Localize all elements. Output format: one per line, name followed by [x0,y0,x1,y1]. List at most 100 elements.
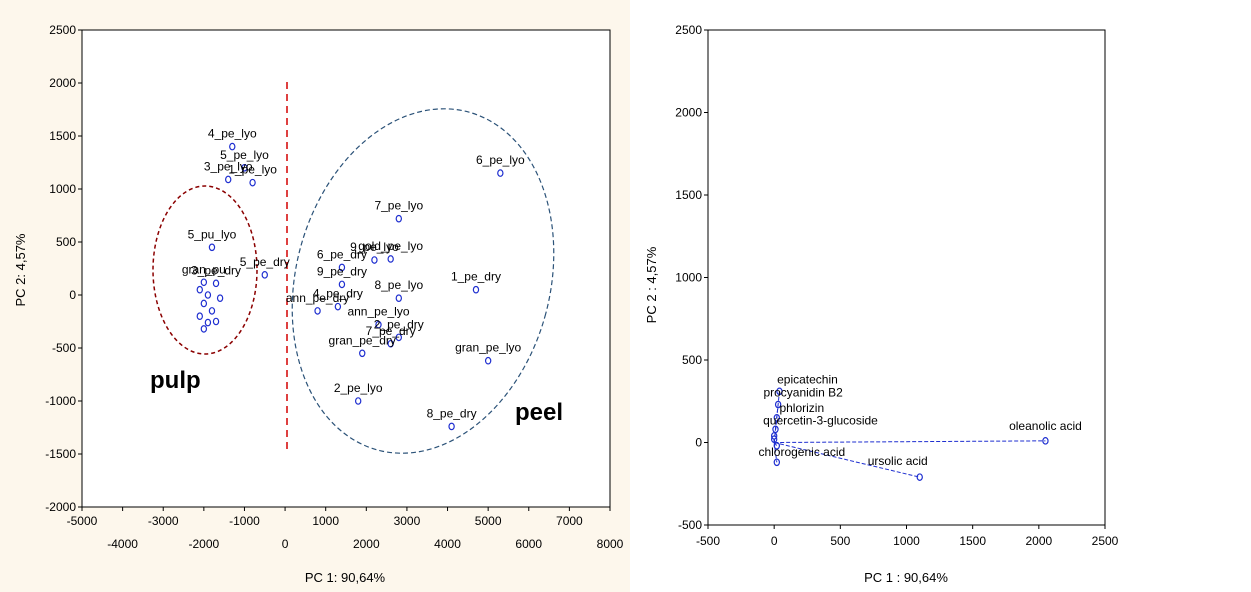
right-data-points: oleanolic acid ursolic acid epicatechinpro… [758,372,1082,481]
y-tick-label: 1000 [49,182,76,196]
data-point [776,387,783,396]
right-chart: 2500 2000 1500 1000 500 0 -500 -500 0 500 1000 150… [640,0,1251,592]
data-point [773,458,781,467]
point-label: gran_pu [182,262,226,276]
x-tick-label: 500 [830,534,850,548]
left-x-axis-label: PC 1: 90,64% [305,570,386,585]
data-point [200,325,208,333]
x-tick-label: 2000 [353,537,380,551]
data-point [200,299,208,308]
data-point [472,285,480,294]
y-tick-label: -1000 [45,394,76,408]
data-point [770,432,778,440]
point-label: 3_pe_lyo [204,159,253,173]
y-tick-label: 2500 [675,23,702,37]
y-tick-label: 2500 [49,23,76,37]
point-label: 5_pu_lyo [188,227,237,241]
y-tick-label: -500 [678,518,702,532]
point-label: oleanolic acid [1009,419,1082,433]
y-tick-label: 0 [69,288,76,302]
data-point [484,356,492,365]
data-point [395,333,402,342]
peel-label: peel [515,399,563,426]
data-point [354,397,362,405]
x-tick-label: 2000 [1025,534,1052,548]
data-point [212,317,220,326]
loading-line [774,440,1046,443]
data-point [387,255,394,263]
pulp-ellipse [152,185,258,355]
data-point [314,307,321,315]
x-tick-label: -3000 [148,514,179,528]
point-label: 6_pe_dry [317,247,367,261]
data-point [208,243,216,252]
data-point [249,178,256,187]
point-label: gold_pe_lyo [358,239,423,253]
point-label: 5_pe_lyo [220,148,269,162]
data-point [448,422,455,431]
data-point [338,263,346,272]
data-point [200,278,208,287]
x-tick-label: 0 [771,534,778,548]
point-label: phlorizin [779,401,824,415]
point-label: 3_pe_dry [191,263,241,277]
point-label: 1_pe_lyo [228,163,277,177]
data-point [1042,437,1049,445]
point-label: procyanidin B2 [763,386,843,400]
point-label: 9_pe_lyo [350,240,399,254]
data-point [216,294,224,302]
data-point [338,280,346,289]
data-point [773,441,781,450]
peel-ellipse [291,108,555,454]
x-tick-label: 7000 [556,514,583,528]
x-tick-label: 1500 [959,534,986,548]
data-point [204,291,212,299]
data-point [395,214,402,223]
point-label: gran_pe_dry [329,333,396,347]
left-data-points: 6_pe_lyo 7_pe_lyo 9_pe_lyogold_pe_lyo6_pe_… [182,127,525,431]
x-tick-label: -5000 [67,514,98,528]
data-point [261,271,268,279]
point-label: 8_pe_lyo [374,278,423,292]
y-tick-label: 1500 [675,188,702,202]
data-point [774,400,782,409]
right-y-axis: 2500 2000 1500 1000 500 0 -500 [675,23,708,532]
x-tick-label: 5000 [475,514,502,528]
x-tick-label: 2500 [1092,534,1119,548]
point-label: 5_pe_dry [240,255,290,269]
point-label: ann_pe_dry [286,291,349,305]
point-label: 8_pe_dry [427,406,477,420]
data-point [241,164,248,172]
x-tick-label: 4000 [434,537,461,551]
x-tick-label: 0 [282,537,289,551]
point-label: gran_pe_lyo [455,341,521,355]
data-point [916,473,923,481]
y-tick-label: 2000 [675,106,702,120]
right-x-axis-label: PC 1 : 90,64% [864,570,948,585]
point-label: 9_pe_dry [317,264,367,278]
x-tick-label: 1000 [893,534,920,548]
right-x-axis: -500 0 500 1000 1500 2000 2500 [696,525,1119,548]
x-tick-label: 3000 [394,514,421,528]
y-tick-label: -2000 [45,500,76,514]
loading-line [774,442,920,478]
point-label: chlorogenic acid [758,445,845,459]
data-point [770,435,778,444]
data-point [225,175,232,184]
y-tick-label: 1500 [49,129,76,143]
x-tick-label: -4000 [107,537,138,551]
point-label: 7_pe_dry [366,324,416,338]
x-tick-label: -2000 [188,537,219,551]
data-point [196,285,203,294]
y-tick-label: 0 [695,436,702,450]
left-plot-area [81,29,611,508]
left-y-axis: 2500 2000 1500 1000 500 0 -500 -1000 -1500 -2000 [45,23,82,514]
data-point [371,256,378,264]
x-tick-label: -500 [696,534,720,548]
data-point [204,318,212,327]
left-chart: 25002000150010005000-500-1000-1500-2000 … [0,0,630,592]
right-y-axis-label: PC 2 : 4,57% [644,246,659,323]
point-label: 7_pe_lyo [374,199,423,213]
data-point [359,349,366,358]
